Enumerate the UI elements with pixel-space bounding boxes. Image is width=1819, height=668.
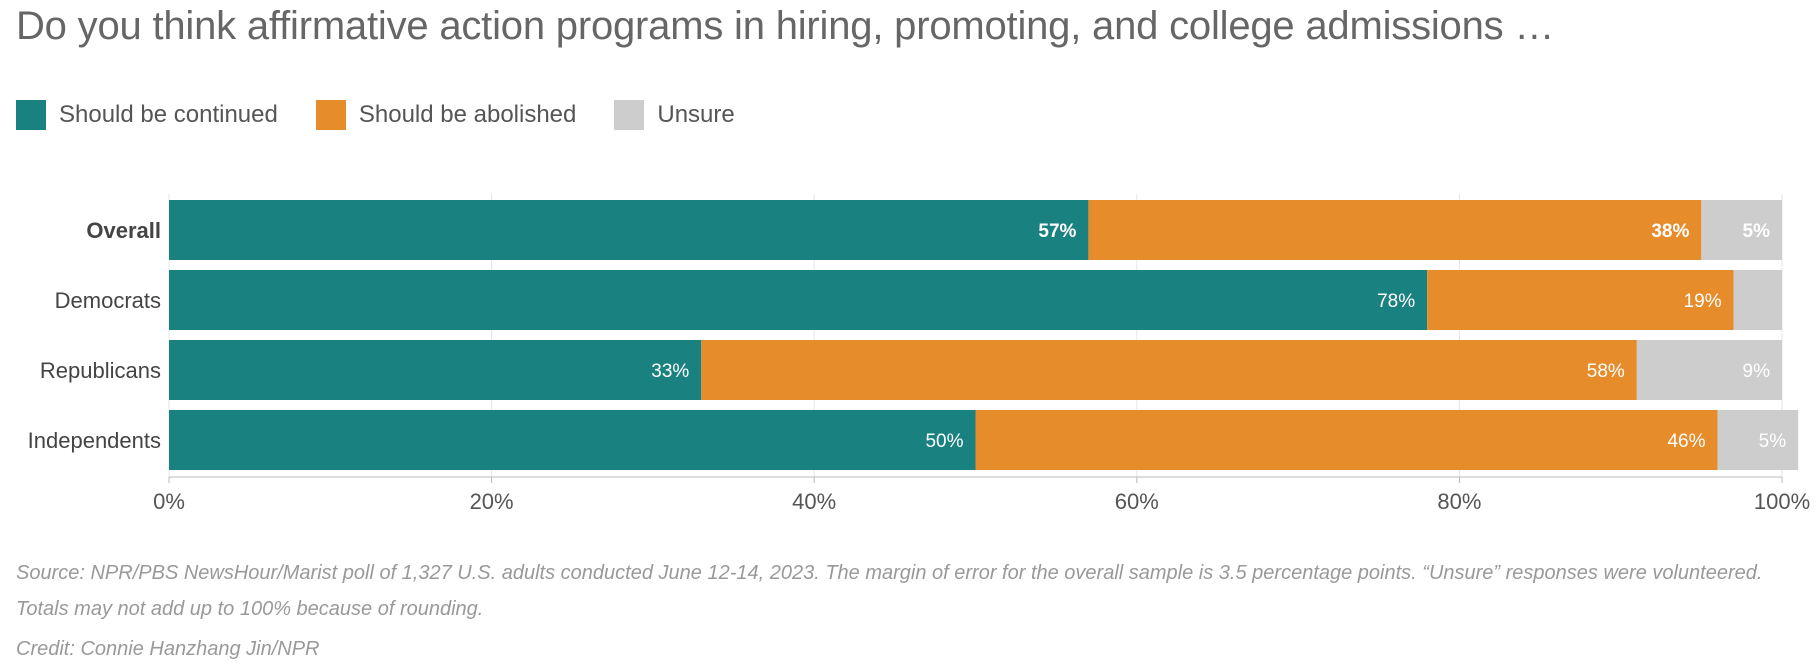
data-label: 58%	[1587, 361, 1625, 382]
legend-swatch-continued	[16, 100, 46, 130]
data-label: 50%	[925, 431, 963, 452]
category-label: Independents	[28, 428, 161, 453]
data-label: 33%	[651, 361, 689, 382]
x-tick-label: 0%	[153, 489, 185, 514]
category-label: Republicans	[40, 358, 161, 383]
bar-segment	[1636, 340, 1782, 400]
data-label: 46%	[1667, 431, 1705, 452]
x-tick-label: 80%	[1437, 489, 1481, 514]
bar-segment	[1733, 270, 1782, 330]
bar-segment	[701, 340, 1637, 400]
chart-title: Do you think affirmative action programs…	[16, 4, 1555, 48]
stacked-bar-chart: Overall 57% 38% 5% Democrats 78% 19% Republican…	[28, 194, 1810, 514]
bar-segment	[1701, 200, 1782, 260]
bar-segment	[169, 270, 1428, 330]
legend-item-abolished: Should be abolished	[315, 100, 577, 130]
x-tick-label: 40%	[792, 489, 836, 514]
data-label: 38%	[1651, 221, 1689, 242]
legend: Should be continued Should be abolished …	[16, 100, 773, 130]
legend-swatch-abolished	[315, 100, 346, 130]
legend-label-continued: Should be continued	[59, 101, 278, 128]
bar-segment	[1088, 200, 1702, 260]
data-label: 19%	[1684, 291, 1722, 312]
legend-swatch-unsure	[614, 100, 645, 130]
legend-label-abolished: Should be abolished	[358, 101, 577, 128]
data-label: 57%	[1038, 221, 1076, 242]
bar-segment	[169, 340, 702, 400]
data-label: 5%	[1743, 221, 1771, 242]
bar-segment	[1427, 270, 1734, 330]
bar-segment	[169, 200, 1089, 260]
data-label: 9%	[1743, 361, 1771, 382]
legend-item-continued: Should be continued	[16, 100, 278, 130]
credit-note: Credit: Connie Hanzhang Jin/NPR	[16, 638, 320, 660]
bar-segment	[169, 410, 976, 470]
category-label: Overall	[86, 218, 161, 243]
x-tick-label: 100%	[1754, 489, 1810, 514]
data-label: 5%	[1759, 431, 1787, 452]
category-label: Democrats	[55, 288, 161, 313]
x-tick-label: 20%	[470, 489, 514, 514]
bar-segment	[975, 410, 1718, 470]
source-note: Source: NPR/PBS NewsHour/Marist poll of …	[16, 562, 1763, 620]
bar-segment	[1717, 410, 1799, 470]
data-label: 78%	[1377, 291, 1415, 312]
legend-label-unsure: Unsure	[657, 101, 735, 128]
x-tick-label: 60%	[1115, 489, 1159, 514]
legend-item-unsure: Unsure	[614, 100, 735, 130]
